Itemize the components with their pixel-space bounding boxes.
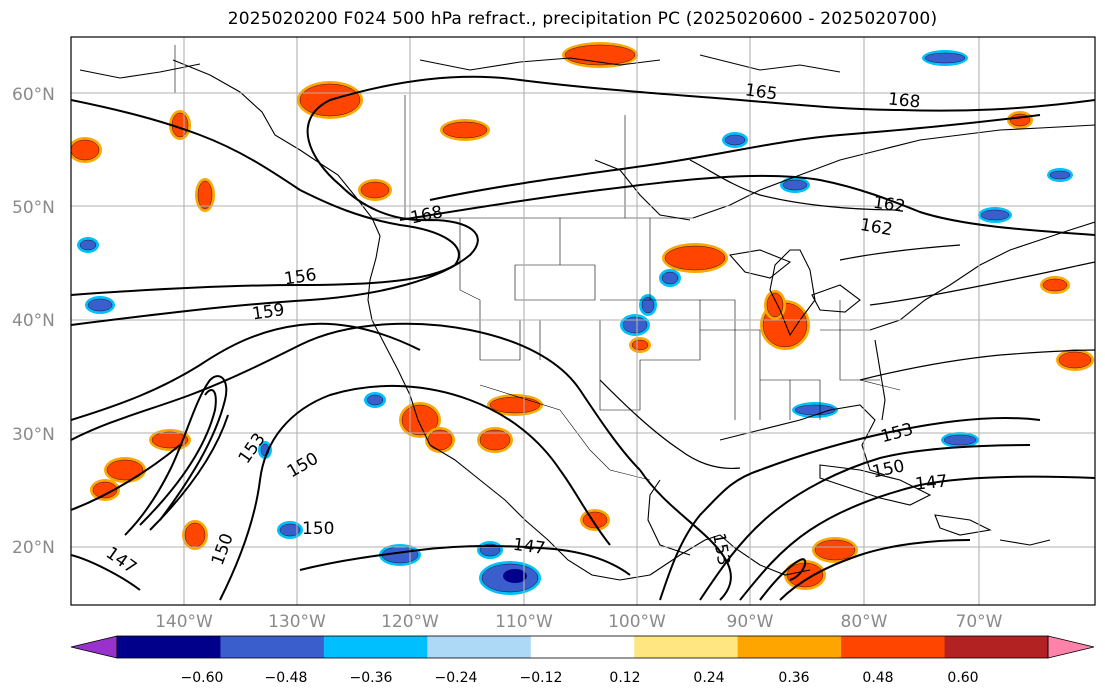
colorbar-segment (737, 636, 842, 658)
positive-precip-blob (106, 459, 144, 481)
colorbar-outline (116, 635, 1049, 659)
positive-precip-blob (71, 139, 100, 161)
colorbar-segment (530, 636, 635, 658)
lat-label-30n: 30°N (12, 425, 55, 445)
colorbar-segment (841, 636, 946, 658)
lon-label-140w: 140°W (155, 612, 213, 632)
positive-precip-blob (814, 539, 856, 561)
lat-label-60n: 60°N (12, 85, 55, 105)
negative-precip-blob (641, 296, 655, 314)
negative-precip-blob (724, 134, 746, 146)
positive-precip-blob (92, 481, 118, 499)
negative-precip-blob (366, 394, 384, 406)
contour-labels: 165 168 162 162 168 156 159 153 150 150 … (102, 80, 949, 578)
lat-label-20n: 20°N (12, 538, 55, 558)
positive-precip-blob (1042, 278, 1068, 292)
political-borders (174, 45, 901, 481)
positive-precip-blob (197, 180, 213, 210)
colorbar-segment (944, 636, 1049, 658)
contour-label: 147 (914, 471, 948, 494)
negative-precip-blob (980, 209, 1010, 221)
negative-precip-blob (782, 179, 808, 191)
negative-precip-blob (279, 523, 301, 537)
negative-precip-blob (79, 239, 97, 251)
colorbar-segment (634, 636, 739, 658)
colorbar-extend-low (70, 635, 118, 659)
positive-precip-blob (151, 431, 189, 449)
lon-label-100w: 100°W (608, 612, 666, 632)
colorbar-tick: −0.24 (435, 670, 478, 686)
map-area: 165 168 162 162 168 156 159 153 150 150 … (70, 36, 1096, 606)
colorbar-tick: 0.24 (693, 670, 724, 686)
colorbar-tick: 0.60 (947, 670, 978, 686)
contour-label: 162 (872, 193, 907, 217)
contour-label: 168 (887, 89, 921, 112)
longitude-labels: 140°W 130°W 120°W 110°W 100°W 90°W 80°W … (155, 612, 1003, 632)
lat-label-40n: 40°N (12, 311, 55, 331)
positive-precip-blob (184, 522, 206, 548)
latitude-labels: 60°N 50°N 40°N 30°N 20°N (12, 85, 55, 558)
thin-contours (599, 159, 1095, 470)
colorbar-tick: −0.48 (265, 670, 308, 686)
contour-label: 150 (302, 519, 334, 539)
negative-precip-blob (943, 434, 977, 446)
colorbar-tick: 0.12 (609, 670, 640, 686)
positive-precip-blob (401, 404, 439, 436)
lon-label-120w: 120°W (381, 612, 439, 632)
positive-precip-blob (442, 121, 488, 139)
map-frame (70, 36, 1096, 606)
colorbar-tick: −0.36 (350, 670, 393, 686)
lat-label-50n: 50°N (12, 198, 55, 218)
colorbar-extend-high (1047, 635, 1095, 659)
colorbar-tick: −0.60 (181, 670, 224, 686)
colorbar-segment (220, 636, 325, 658)
colorbar-segment (323, 636, 428, 658)
lon-label-130w: 130°W (268, 612, 326, 632)
contour-label: 147 (512, 535, 547, 559)
negative-precip-blob (87, 298, 113, 312)
refractivity-contours (71, 75, 1095, 601)
map-background (71, 37, 1095, 605)
plot-title: 2025020200 F024 500 hPa refract., precip… (227, 9, 938, 29)
positive-precip-blob (489, 396, 541, 414)
negative-precip-blob (924, 52, 966, 64)
lon-label-70w: 70°W (956, 612, 1003, 632)
positive-precip-blob (664, 245, 726, 271)
colorbar-tick: 0.36 (778, 670, 809, 686)
positive-precip-blob (766, 292, 784, 318)
negative-precip-blob (661, 271, 679, 285)
contour-label: 159 (251, 300, 286, 324)
precipitation-blobs (71, 42, 1094, 595)
colorbar-segment (117, 636, 221, 658)
contour-label: 156 (283, 265, 318, 289)
colorbar-segment (427, 636, 532, 658)
lon-label-80w: 80°W (841, 612, 888, 632)
positive-precip-blob (1058, 351, 1092, 369)
graticule (71, 37, 1095, 605)
positive-precip-blob (479, 429, 511, 451)
contour-label: 165 (744, 80, 779, 104)
negative-precip-blob (622, 316, 648, 334)
positive-precip-blob (171, 112, 189, 138)
colorbar-tick: 0.48 (862, 670, 893, 686)
positive-precip-blob (360, 181, 390, 199)
negative-precip-core (503, 569, 527, 583)
colorbar-tick: −0.12 (520, 670, 563, 686)
colorbar (70, 635, 1095, 659)
lon-label-110w: 110°W (495, 612, 553, 632)
lon-label-90w: 90°W (727, 612, 774, 632)
positive-precip-blob (631, 339, 649, 351)
negative-precip-blob (1049, 170, 1071, 180)
colorbar-tick-labels: −0.60 −0.48 −0.36 −0.24 −0.12 0.12 0.24 … (181, 670, 979, 686)
